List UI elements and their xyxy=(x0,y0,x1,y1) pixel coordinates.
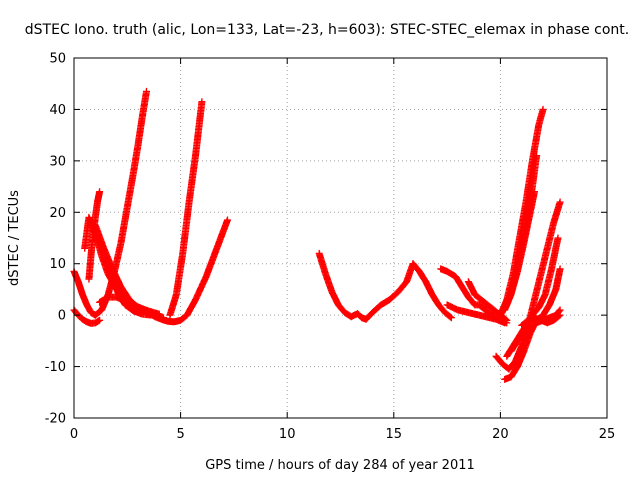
series-10-points xyxy=(315,249,417,323)
series-10 xyxy=(315,249,417,323)
series-14 xyxy=(464,278,511,324)
x-tick-label: 0 xyxy=(70,427,78,442)
x-tick-label: 25 xyxy=(599,427,616,442)
y-axis-ticks: -20 -10 0 10 20 30 40 50 xyxy=(45,52,607,427)
series-7 xyxy=(102,255,155,319)
y-tick-label: 50 xyxy=(49,52,66,67)
y-tick-label: 30 xyxy=(49,154,66,169)
series-11 xyxy=(409,260,455,322)
y-tick-label: -10 xyxy=(45,360,66,375)
x-tick-label: 5 xyxy=(176,427,184,442)
plot-frame xyxy=(73,57,608,419)
y-tick-label: 40 xyxy=(49,103,66,118)
series-17 xyxy=(501,188,538,314)
x-axis-ticks: 0 5 10 15 20 25 xyxy=(70,58,615,442)
series-13 xyxy=(443,301,511,327)
x-tick-label: 20 xyxy=(492,427,509,442)
series-9 xyxy=(166,98,206,319)
series-8 xyxy=(145,216,231,326)
x-tick-label: 15 xyxy=(386,427,403,442)
data-marks xyxy=(70,87,564,383)
y-tick-label: -20 xyxy=(45,412,66,427)
x-axis-label: GPS time / hours of day 284 of year 2011 xyxy=(205,458,475,473)
x-tick-label: 10 xyxy=(279,427,296,442)
y-tick-label: 20 xyxy=(49,206,66,221)
y-axis-label: dSTEC / TECUs xyxy=(7,190,22,286)
y-tick-label: 0 xyxy=(58,309,66,324)
series-22 xyxy=(518,311,564,329)
y-tick-label: 10 xyxy=(49,257,66,272)
chart-title: dSTEC Iono. truth (alic, Lon=133, Lat=-2… xyxy=(25,22,629,38)
